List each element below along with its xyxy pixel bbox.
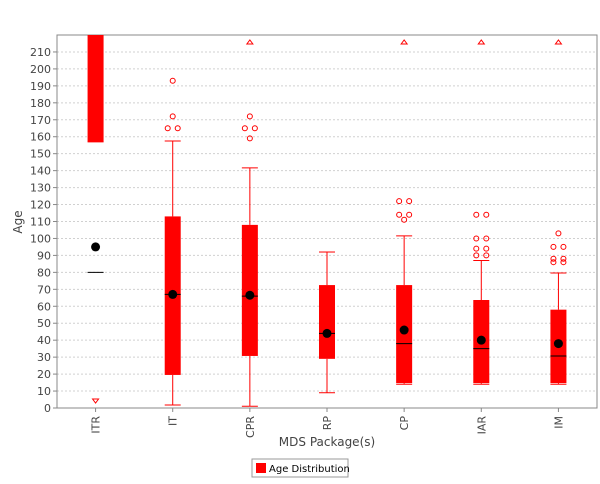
- outlier: [246, 113, 253, 120]
- y-tick-label: 170: [30, 114, 51, 127]
- outlier: [560, 259, 567, 266]
- y-tick-label: 140: [30, 165, 51, 178]
- mean: [168, 289, 178, 299]
- outlier: [169, 113, 176, 120]
- outlier: [396, 198, 403, 205]
- outlier: [241, 125, 248, 132]
- y-tick-label: 20: [37, 368, 51, 381]
- y-tick-label: 100: [30, 232, 51, 245]
- far-out-marker: [400, 39, 409, 45]
- y-tick-label: 200: [30, 63, 51, 76]
- x-tick-label: IAR: [475, 416, 488, 435]
- y-tick-label: 40: [37, 334, 51, 347]
- outlier: [560, 255, 567, 262]
- outlier: [550, 259, 557, 266]
- outlier: [406, 198, 413, 205]
- outlier: [473, 245, 480, 252]
- y-tick-label: 0: [44, 402, 51, 415]
- x-tick-label: IT: [167, 416, 180, 426]
- mean: [322, 328, 332, 338]
- x-tick-label: ITR: [90, 416, 103, 434]
- outlier: [483, 235, 490, 242]
- y-tick-label: 70: [37, 283, 51, 296]
- legend-swatch: [256, 463, 266, 473]
- y-tick-label: 180: [30, 97, 51, 110]
- x-axis-label: MDS Package(s): [279, 435, 375, 449]
- outlier: [550, 243, 557, 250]
- outlier: [483, 252, 490, 259]
- box: [87, 35, 104, 142]
- far-out-marker: [477, 39, 486, 45]
- outlier: [473, 252, 480, 259]
- y-tick-label: 80: [37, 266, 51, 279]
- y-tick-label: 120: [30, 199, 51, 212]
- outlier: [406, 211, 413, 218]
- outlier: [473, 235, 480, 242]
- far-out-marker: [91, 398, 100, 404]
- outlier: [401, 216, 408, 223]
- mean: [399, 325, 409, 335]
- y-tick-label: 150: [30, 148, 51, 161]
- x-tick-label: IM: [552, 416, 565, 429]
- y-tick-label: 130: [30, 182, 51, 195]
- outlier: [473, 211, 480, 218]
- y-tick-label: 30: [37, 351, 51, 364]
- y-tick-label: 50: [37, 317, 51, 330]
- y-tick-label: 190: [30, 80, 51, 93]
- y-tick-label: 110: [30, 216, 51, 229]
- y-tick-label: 10: [37, 385, 51, 398]
- mean: [245, 290, 255, 300]
- x-tick-label: CP: [398, 416, 411, 431]
- box: [241, 224, 258, 356]
- outlier: [246, 135, 253, 142]
- x-tick-label: CPR: [244, 416, 257, 438]
- mean: [553, 339, 563, 349]
- outlier: [174, 125, 181, 132]
- plot-area: [87, 35, 567, 407]
- far-out-marker: [245, 39, 254, 45]
- outlier: [164, 125, 171, 132]
- outlier: [483, 211, 490, 218]
- mean: [476, 335, 486, 345]
- mean: [91, 242, 101, 252]
- legend-label: Age Distribution: [269, 464, 350, 475]
- outlier: [560, 243, 567, 250]
- outlier: [396, 211, 403, 218]
- legend-box: [251, 458, 349, 478]
- y-tick-label: 210: [30, 46, 51, 59]
- outlier: [555, 230, 562, 237]
- x-tick-label: RP: [321, 416, 334, 431]
- outlier: [169, 77, 176, 84]
- y-axis-label: Age: [11, 210, 25, 233]
- far-out-marker: [554, 39, 563, 45]
- y-tick-label: 160: [30, 131, 51, 144]
- y-tick-label: 90: [37, 249, 51, 262]
- outlier: [483, 245, 490, 252]
- outlier: [251, 125, 258, 132]
- y-tick-label: 60: [37, 300, 51, 313]
- outlier: [550, 255, 557, 262]
- box: [319, 285, 335, 359]
